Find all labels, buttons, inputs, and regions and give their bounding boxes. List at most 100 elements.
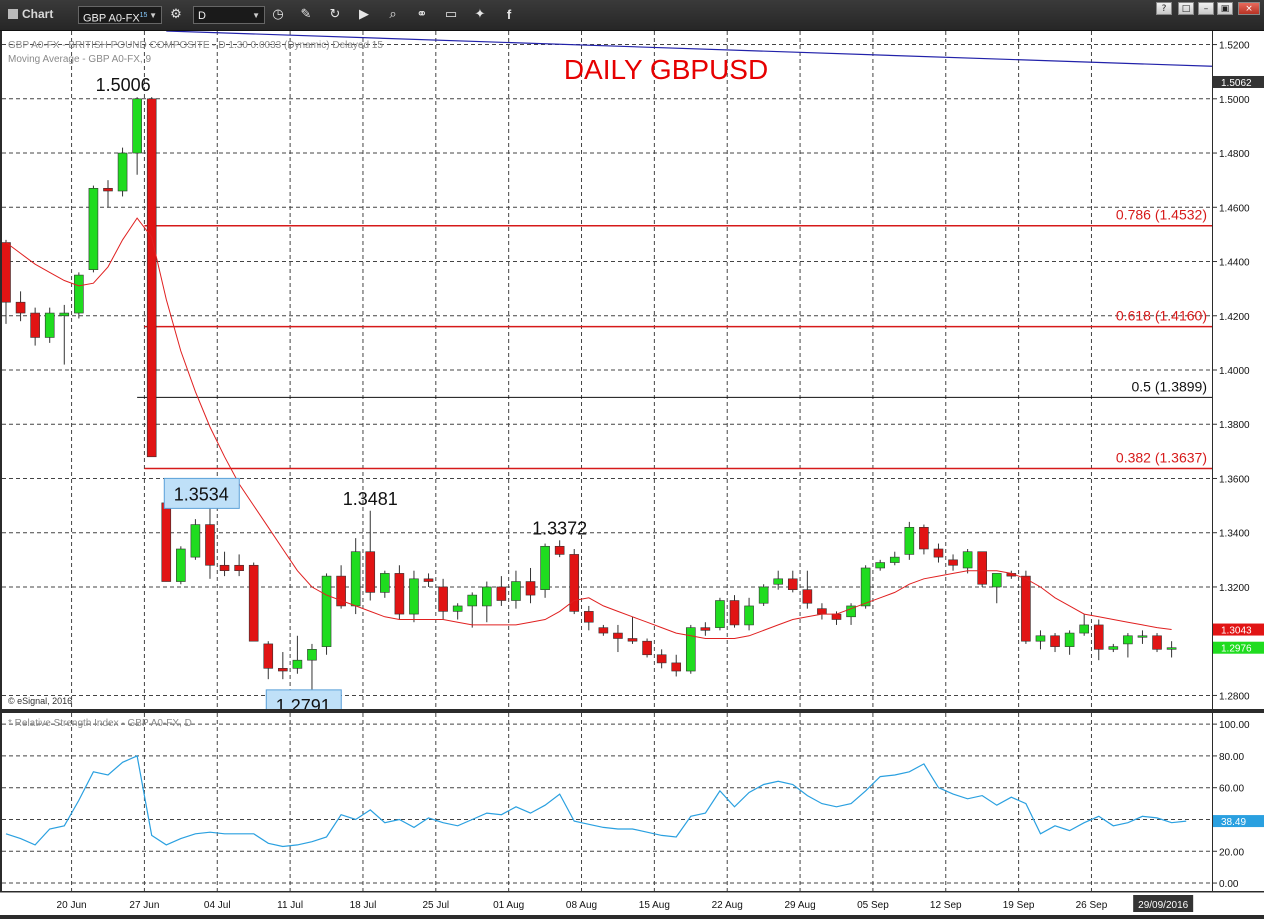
- price-tick-label: 1.3200: [1219, 583, 1250, 594]
- price-axis-svg: 1.5200 1.5000 1.4800 1.4600 1.4400 1.4200 1.40…: [1213, 41, 1264, 702]
- price-annotation: 1.3534: [174, 484, 229, 504]
- symbol-text: GBP A0-FX: [83, 12, 140, 25]
- candle-up: [1166, 647, 1177, 650]
- candle-down: [219, 564, 230, 571]
- price-tick-label: 1.2800: [1219, 691, 1250, 702]
- candle-down: [278, 668, 288, 672]
- minimize-button[interactable]: –: [1198, 2, 1214, 15]
- twitter-icon[interactable]: ✦: [474, 7, 486, 22]
- candle-up: [1123, 635, 1133, 645]
- candle-down: [569, 554, 580, 612]
- price-chart: DAILY GBPUSD GBP A0-FX - BRITISH POUND CO…: [1, 30, 1213, 721]
- rsi-tick-label: 80.00: [1219, 752, 1244, 763]
- date-tick-label: 01 Aug: [493, 900, 524, 911]
- window-title: Chart: [8, 7, 53, 21]
- price-annotation: 1.2791: [276, 696, 331, 709]
- candle-up: [59, 312, 70, 317]
- close-button[interactable]: ×: [1238, 2, 1260, 15]
- interval-input[interactable]: D ▼: [193, 6, 265, 24]
- candle-down: [438, 586, 448, 612]
- symbol-input[interactable]: GBP A0-FX15 ▼: [78, 6, 162, 25]
- maximize-button[interactable]: ▣: [1217, 2, 1233, 15]
- comment-icon[interactable]: ▭: [444, 7, 458, 22]
- candle-up: [467, 594, 478, 607]
- price-tick-label: 1.4200: [1219, 312, 1250, 323]
- candle-down: [1093, 624, 1104, 650]
- price-tick-label: 1.4400: [1219, 258, 1250, 269]
- pencil-icon[interactable]: ✎: [300, 7, 312, 22]
- fib-level-label: 0.786 (1.4532): [1116, 207, 1207, 223]
- candle-down: [831, 613, 842, 620]
- play-icon[interactable]: ▶: [359, 7, 369, 22]
- candle-down: [948, 559, 958, 566]
- candle-up: [190, 524, 201, 558]
- restore-button[interactable]: □: [1178, 2, 1194, 15]
- date-tick-label: 05 Sep: [857, 900, 889, 911]
- candle-up: [1079, 624, 1089, 634]
- date-tick-label: 25 Jul: [422, 900, 449, 911]
- date-tick-label: 08 Aug: [566, 900, 597, 911]
- candle-up: [889, 556, 900, 563]
- refresh-icon[interactable]: ↻: [329, 7, 341, 22]
- price-tick-label: 1.5200: [1219, 41, 1250, 52]
- candle-down: [205, 524, 215, 566]
- symbol-suffix: 15: [139, 12, 148, 19]
- candle-down: [627, 638, 638, 642]
- candle-up: [482, 586, 492, 607]
- rsi-pane[interactable]: * Relative Strength Index - GBP A0-FX, D: [2, 713, 1212, 891]
- price-axis[interactable]: 1.5200 1.5000 1.4800 1.4600 1.4400 1.4200 1.40…: [1213, 31, 1264, 709]
- toolbar: Chart GBP A0-FX15 ▼ ⚙ D ▼ ◷ ✎ ↻ ▶ ⌕ ⚭ ▭ ✦ …: [0, 0, 1264, 31]
- candle-up: [715, 600, 725, 628]
- price-annotation: 1.3372: [532, 518, 587, 538]
- candle-down: [1021, 575, 1031, 642]
- candle-down: [642, 640, 652, 656]
- candle-up: [292, 659, 303, 669]
- candle-up: [88, 187, 99, 270]
- date-axis[interactable]: 20 Jun 27 Jun 04 Jul 11 Jul 18 Jul 25 Jul 01 A…: [0, 892, 1264, 915]
- clock-icon[interactable]: ◷: [272, 7, 284, 22]
- candle-down: [729, 600, 740, 626]
- candle-up: [773, 578, 784, 585]
- facebook-icon[interactable]: f: [506, 7, 512, 22]
- candle-down: [146, 98, 157, 458]
- candle-down: [234, 564, 244, 571]
- rsi-chart: * Relative Strength Index - GBP A0-FX, D: [2, 713, 1212, 891]
- rsi-value-marker: [1213, 815, 1264, 828]
- candle-up: [540, 545, 550, 590]
- rsi-tick-label: 60.00: [1219, 784, 1244, 795]
- candle-down: [30, 312, 40, 338]
- candle-up: [132, 98, 142, 154]
- price-tick-label: 1.5000: [1219, 95, 1250, 106]
- candle-up: [321, 575, 332, 647]
- price-tick-label: 1.4800: [1219, 149, 1250, 160]
- moving-average-line: [5, 217, 1172, 639]
- candle-down: [394, 573, 405, 615]
- rsi-tick-label: 100.00: [1219, 720, 1250, 731]
- price-tick-label: 1.4000: [1219, 366, 1250, 377]
- help-button[interactable]: ?: [1156, 2, 1172, 15]
- candle-down: [15, 301, 26, 314]
- rsi-tick-label: 0.00: [1219, 879, 1239, 890]
- candle-down: [554, 545, 565, 555]
- interval-dropdown-icon[interactable]: ▼: [252, 11, 260, 20]
- candle-up: [409, 578, 419, 615]
- date-tick-label: 15 Aug: [639, 900, 670, 911]
- candle-up: [74, 274, 84, 314]
- price-pane[interactable]: DAILY GBPUSD GBP A0-FX - BRITISH POUND CO…: [1, 30, 1213, 721]
- fib-level-label: 0.382 (1.3637): [1116, 449, 1207, 465]
- date-badge: [1133, 895, 1194, 912]
- candle-down: [656, 654, 667, 664]
- link-icon[interactable]: ⚭: [416, 7, 428, 22]
- date-tick-label: 29 Aug: [784, 900, 815, 911]
- annotation-box: [163, 477, 240, 509]
- price-marker-label: 1.2976: [1221, 644, 1252, 655]
- candle-up: [44, 312, 55, 338]
- rsi-line: [5, 755, 1187, 848]
- settings-icon[interactable]: ⚙: [170, 7, 182, 22]
- search-icon[interactable]: ⌕: [389, 7, 397, 22]
- candle-up: [1064, 632, 1075, 647]
- candle-down: [161, 502, 172, 582]
- symbol-dropdown-icon[interactable]: ▼: [149, 11, 157, 20]
